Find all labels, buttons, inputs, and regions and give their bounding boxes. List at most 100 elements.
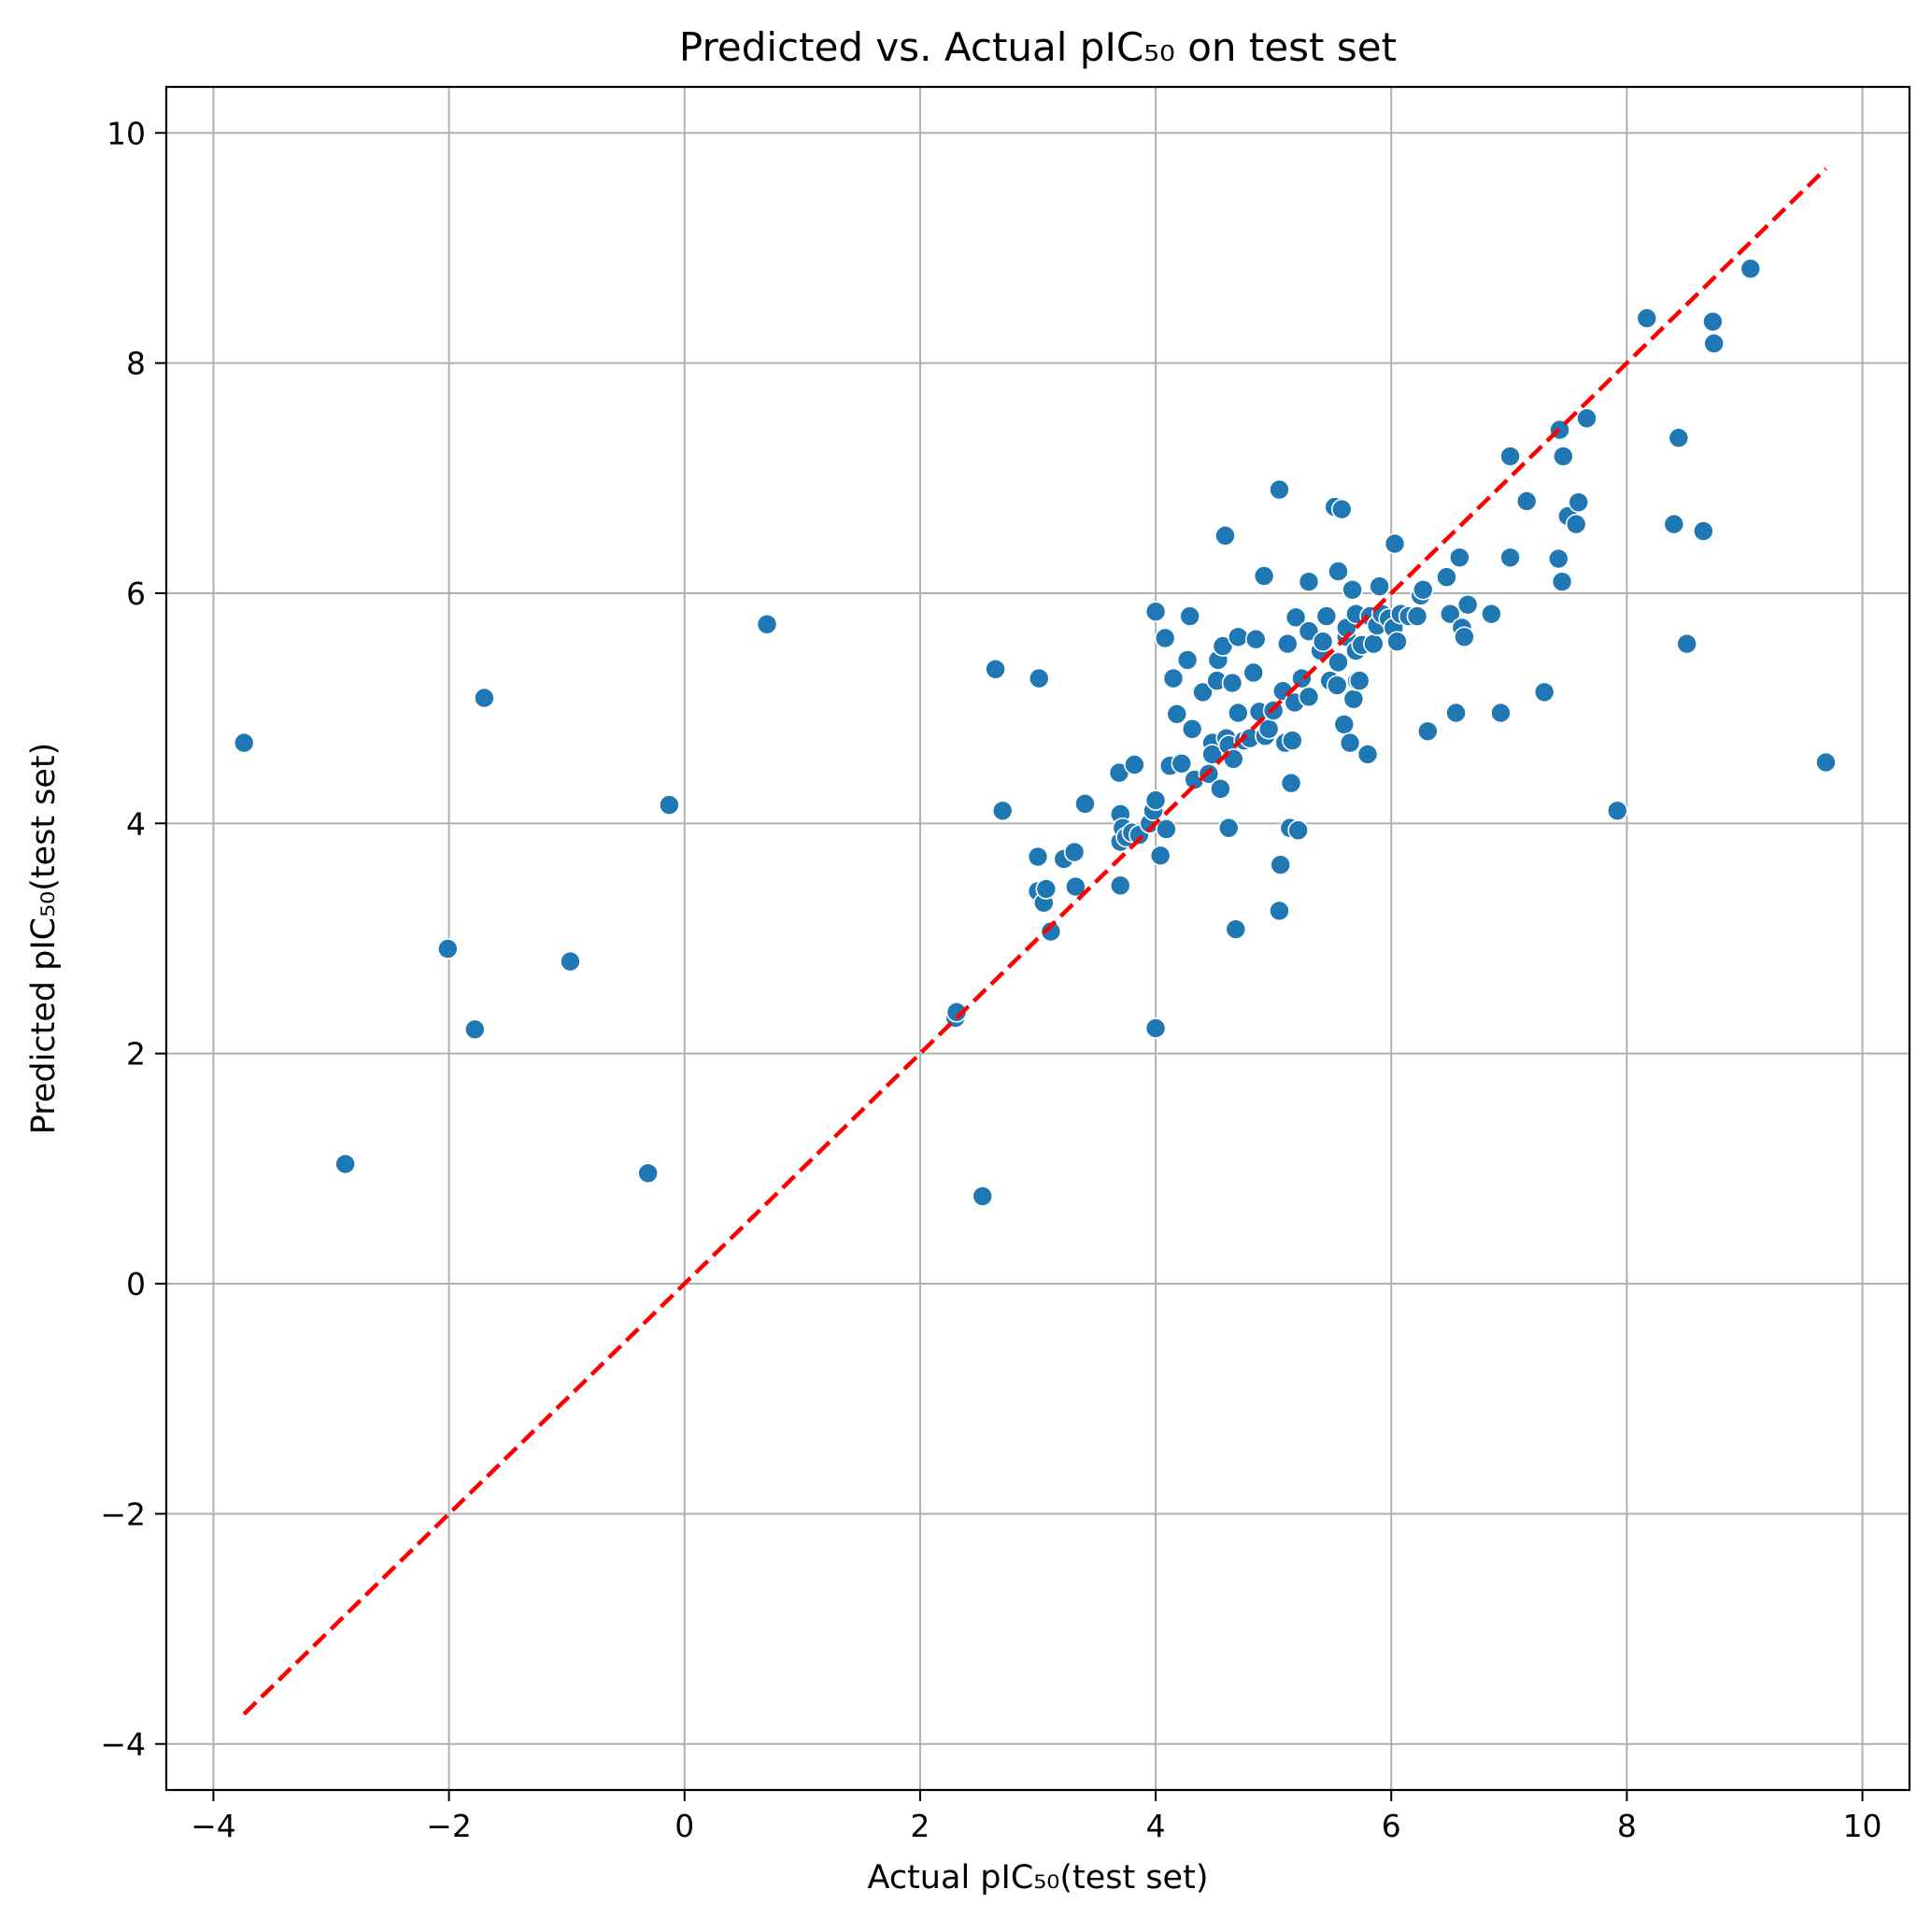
y-tick-label: 8 <box>126 346 146 382</box>
data-point <box>1456 593 1479 616</box>
chart-title: Predicted vs. Actual pIC₅₀ on test set <box>679 24 1397 70</box>
data-point <box>637 1162 659 1185</box>
data-point <box>1445 702 1467 724</box>
data-point <box>1412 578 1434 601</box>
data-point <box>1035 878 1058 900</box>
data-point <box>1363 632 1384 655</box>
data-point <box>1144 1017 1167 1039</box>
data-point <box>1607 800 1628 822</box>
axis-ticks <box>155 132 1864 1801</box>
data-point <box>1553 446 1574 467</box>
data-point <box>1663 513 1685 535</box>
data-point <box>1144 789 1167 811</box>
data-point <box>1270 854 1292 875</box>
data-point <box>1384 533 1406 555</box>
y-axis-label: Predicted pIC₅₀(test set) <box>25 743 63 1135</box>
data-point <box>1040 920 1062 943</box>
data-point <box>1315 605 1338 627</box>
x-tick-label: 10 <box>1843 1808 1882 1844</box>
data-point <box>1676 632 1698 655</box>
data-point <box>1369 575 1390 597</box>
data-point <box>1253 565 1275 587</box>
data-point <box>1179 605 1200 627</box>
data-point <box>1028 667 1050 689</box>
data-point <box>1342 578 1363 601</box>
x-tick-label: 0 <box>674 1808 694 1844</box>
data-point <box>1417 720 1439 743</box>
reference-line <box>242 166 1828 1716</box>
data-point <box>1287 819 1309 842</box>
data-point <box>1342 688 1365 710</box>
data-point <box>1156 818 1177 840</box>
data-point <box>1109 874 1131 897</box>
data-points <box>233 258 1837 1207</box>
data-point <box>1490 702 1512 724</box>
data-point <box>560 950 581 973</box>
data-point <box>1210 778 1231 800</box>
x-tick-label: 4 <box>1146 1808 1166 1844</box>
data-point <box>1298 686 1320 708</box>
data-point <box>1171 752 1193 774</box>
data-point <box>1298 620 1320 642</box>
x-tick-label: 2 <box>910 1808 930 1844</box>
data-point <box>1154 627 1176 649</box>
data-point <box>1499 547 1521 569</box>
data-point <box>1356 744 1379 765</box>
data-point <box>474 687 495 709</box>
x-tick-label: −2 <box>426 1808 472 1844</box>
data-point <box>1176 649 1199 671</box>
data-point <box>1386 631 1408 653</box>
data-point <box>1242 661 1265 684</box>
data-point <box>1439 603 1461 625</box>
data-point <box>1499 446 1521 467</box>
data-point <box>1181 718 1203 740</box>
data-point <box>1515 490 1538 512</box>
data-point <box>985 658 1006 680</box>
data-point <box>464 1018 486 1041</box>
x-tick-label: 8 <box>1617 1808 1637 1844</box>
tick-labels: −4 −2 0 2 4 6 8 10 −4 −2 0 2 4 6 8 10 <box>100 115 1881 1844</box>
data-point <box>1328 651 1349 674</box>
grid-lines <box>166 87 1910 1790</box>
data-point <box>1225 918 1247 940</box>
x-tick-label: −4 <box>191 1808 236 1844</box>
data-point <box>1436 566 1457 589</box>
data-point <box>1074 793 1096 815</box>
data-point <box>1815 751 1837 774</box>
data-point <box>1149 845 1171 867</box>
data-point <box>945 1002 968 1023</box>
data-point <box>1269 478 1290 501</box>
y-tick-label: 4 <box>126 805 146 842</box>
data-point <box>1162 667 1185 689</box>
data-point <box>1565 513 1587 535</box>
data-point <box>1192 681 1214 703</box>
data-point <box>1280 772 1302 794</box>
data-point <box>1568 491 1590 513</box>
data-point <box>1166 703 1188 725</box>
data-point <box>1214 525 1236 547</box>
data-point <box>1739 258 1762 279</box>
data-point <box>1328 561 1349 582</box>
data-point <box>972 1186 994 1207</box>
data-point <box>1533 681 1555 703</box>
data-point <box>1276 632 1299 655</box>
data-point <box>1285 606 1307 629</box>
data-point <box>659 794 680 816</box>
data-point <box>1333 714 1356 735</box>
y-tick-label: 0 <box>126 1266 146 1302</box>
y-tick-label: −4 <box>100 1726 146 1763</box>
data-point <box>1212 635 1234 657</box>
data-point <box>1348 670 1370 691</box>
data-point <box>1244 628 1267 650</box>
data-point <box>1282 730 1303 751</box>
data-point <box>1124 754 1145 775</box>
data-point <box>1221 672 1243 694</box>
data-point <box>1454 626 1475 648</box>
y-tick-label: 2 <box>126 1036 146 1073</box>
data-point <box>1065 875 1086 898</box>
x-tick-label: 6 <box>1382 1808 1401 1844</box>
x-axis-label: Actual pIC₅₀(test set) <box>868 1859 1209 1896</box>
data-point <box>1551 571 1573 592</box>
data-point <box>1228 626 1249 648</box>
